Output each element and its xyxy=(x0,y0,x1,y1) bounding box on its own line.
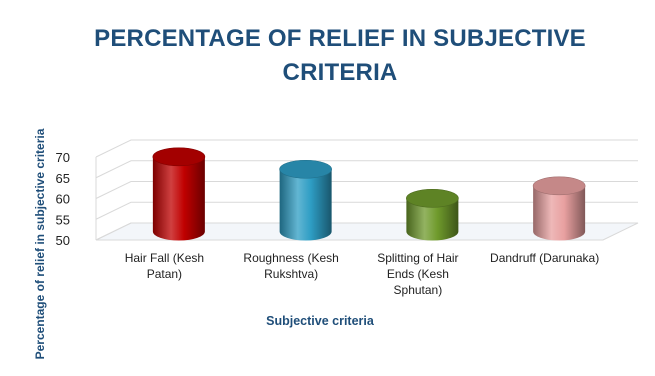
x-axis-label: Subjective criteria xyxy=(266,314,374,328)
x-tick-label: Roughness (Kesh Rukshtva) xyxy=(243,251,339,281)
x-tick-label: Splitting of Hair Ends (Kesh Sphutan) xyxy=(377,251,459,297)
gridline xyxy=(95,181,638,199)
gridline xyxy=(95,139,638,158)
y-tick-label: 70 xyxy=(56,150,70,165)
bar xyxy=(533,185,586,241)
bar-top xyxy=(406,189,459,208)
y-tick-label: 50 xyxy=(56,233,70,248)
gridline xyxy=(95,201,638,220)
bar xyxy=(406,198,459,241)
y-tick-label: 65 xyxy=(56,171,70,186)
gridline xyxy=(95,160,638,179)
bar xyxy=(152,156,205,241)
bar xyxy=(279,169,332,241)
bar-top xyxy=(152,147,206,167)
gridline xyxy=(95,222,638,241)
x-tick-label: Hair Fall (Kesh Patan) xyxy=(124,251,205,281)
y-tick-label: 60 xyxy=(56,192,70,207)
chart-title: PERCENTAGE OF RELIEF IN SUBJECTIVE CRITE… xyxy=(94,25,586,86)
bar-top xyxy=(279,159,332,179)
x-tick-label: Dandruff (Darunaka) xyxy=(490,251,600,265)
y-tick-label: 55 xyxy=(56,212,70,227)
bar-top xyxy=(532,176,586,196)
